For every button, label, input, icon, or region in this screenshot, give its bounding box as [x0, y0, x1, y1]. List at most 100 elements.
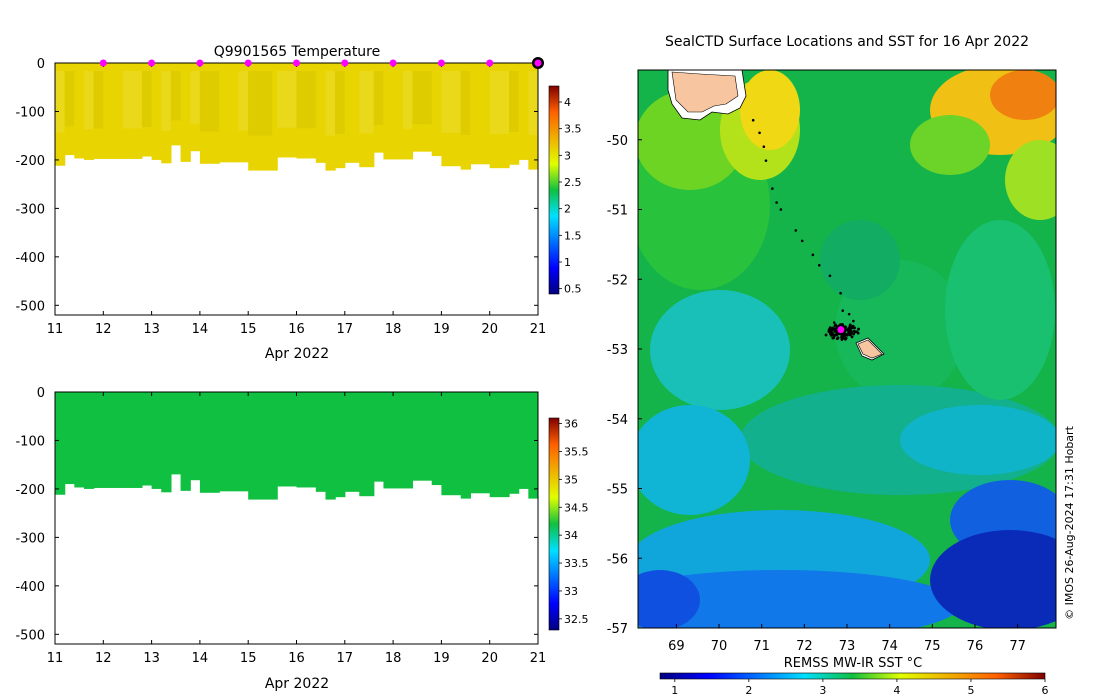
x-tick-label: 21 — [530, 322, 547, 337]
section-profile — [93, 392, 104, 488]
section-profile — [219, 392, 240, 492]
seal-track — [751, 118, 860, 341]
section-profile — [509, 392, 520, 494]
track-point — [832, 321, 836, 324]
profile-marker — [341, 59, 349, 67]
section-shading — [335, 71, 345, 135]
section-profile — [412, 392, 433, 481]
section-shading — [152, 71, 162, 129]
section-shading — [55, 71, 65, 133]
colorbar-tick-label: 33 — [564, 585, 578, 598]
cluster-point — [851, 325, 855, 328]
colorbar-tick-label: 36 — [564, 418, 578, 431]
section-profile — [431, 392, 442, 486]
sst-map-panel: SealCTD Surface Locations and SST for 16… — [607, 34, 1076, 697]
cluster-point — [827, 330, 831, 333]
x-tick-label: 12 — [95, 651, 112, 666]
section-profile — [373, 392, 385, 482]
section-profile — [180, 392, 191, 491]
sst-colorbar-tick-label: 4 — [893, 684, 900, 697]
section-profile — [431, 63, 442, 157]
section-profile — [359, 63, 375, 168]
section-profile — [219, 63, 240, 163]
colorbar-tick-label: 34.5 — [564, 501, 589, 514]
sst-colorbar: REMSS MW-IR SST °C 1 2 3 4 5 6 — [659, 656, 1049, 697]
section-profile — [170, 392, 182, 475]
colorbar-tick-label: 1 — [564, 256, 571, 269]
x-tick-label: 14 — [192, 651, 209, 666]
section-profile — [161, 392, 172, 493]
section-profile — [161, 63, 172, 164]
lat-tick-label: -52 — [607, 273, 628, 288]
y-tick-label: -100 — [15, 434, 45, 449]
section-profile — [412, 63, 433, 152]
section-profile — [64, 392, 75, 485]
lon-tick-label: 73 — [839, 639, 856, 654]
section-profile — [272, 63, 278, 171]
section-profile — [190, 63, 201, 152]
track-point — [764, 159, 768, 162]
track-point — [828, 274, 832, 278]
lat-tick-label: -55 — [607, 483, 628, 498]
lat-tick-label: -53 — [607, 343, 628, 358]
x-tick-label: 11 — [47, 651, 64, 666]
latest-profile-marker — [534, 59, 542, 67]
profile-marker — [99, 59, 107, 67]
x-tick-label: 13 — [143, 651, 160, 666]
y-tick-label: 0 — [37, 386, 45, 401]
x-tick-label: 15 — [240, 651, 257, 666]
sst-map-longitude-axis: 69 70 71 72 73 74 75 76 77 — [668, 624, 1026, 654]
temperature-colorbar: 0.5 1 1.5 2 2.5 3 3.5 4 — [548, 85, 582, 296]
track-point — [794, 229, 798, 232]
section-profile — [489, 63, 510, 169]
section-profile — [335, 392, 346, 498]
y-tick-label: -400 — [15, 251, 45, 266]
x-tick-label: 20 — [481, 651, 498, 666]
track-point — [847, 312, 851, 316]
colorbar-tick-label: 34 — [564, 529, 578, 542]
section-profile — [141, 392, 153, 486]
section-profile — [74, 392, 85, 488]
sst-colorbar-tick-label: 2 — [745, 684, 752, 697]
cluster-point — [833, 333, 837, 337]
section-profile — [141, 63, 153, 157]
track-point — [800, 239, 804, 243]
section-profile — [518, 63, 529, 160]
cluster-point — [848, 323, 852, 327]
track-point — [771, 187, 774, 190]
section-shading — [181, 71, 191, 130]
section-profile — [335, 63, 346, 169]
sst-field — [638, 70, 1056, 628]
section-shading — [272, 71, 277, 136]
section-shading — [489, 71, 510, 135]
track-point — [852, 319, 855, 323]
lon-tick-label: 72 — [796, 639, 813, 654]
lon-tick-label: 71 — [753, 639, 770, 654]
section-profile — [122, 63, 143, 159]
section-profile — [489, 392, 510, 498]
temperature-title: Q9901565 Temperature — [214, 44, 381, 60]
section-shading — [170, 71, 181, 121]
sst-colorbar-tick-label: 3 — [819, 684, 826, 697]
track-point — [762, 145, 766, 149]
section-shading — [64, 71, 75, 127]
section-profile — [402, 392, 414, 489]
section-profile — [180, 63, 191, 162]
x-tick-label: 16 — [288, 651, 305, 666]
salinity-x-axis: 11 12 13 14 15 16 17 18 19 20 21 — [47, 392, 546, 666]
section-shading — [359, 71, 374, 134]
section-shading — [528, 71, 538, 135]
section-profile — [518, 392, 529, 489]
section-profile — [470, 63, 491, 165]
section-shading — [519, 71, 529, 129]
sst-colorbar-label: REMSS MW-IR SST °C — [784, 656, 923, 671]
section-shading — [325, 71, 336, 136]
colorbar-tick-label: 32.5 — [564, 613, 589, 626]
temperature-y-axis: 0 -100 -200 -300 -400 -500 — [15, 57, 538, 314]
x-tick-label: 12 — [95, 322, 112, 337]
section-shading — [219, 71, 238, 131]
lat-tick-label: -51 — [607, 204, 628, 219]
section-profile — [383, 63, 404, 160]
sst-colorbar-ticks: 1 2 3 4 5 6 — [671, 679, 1049, 697]
